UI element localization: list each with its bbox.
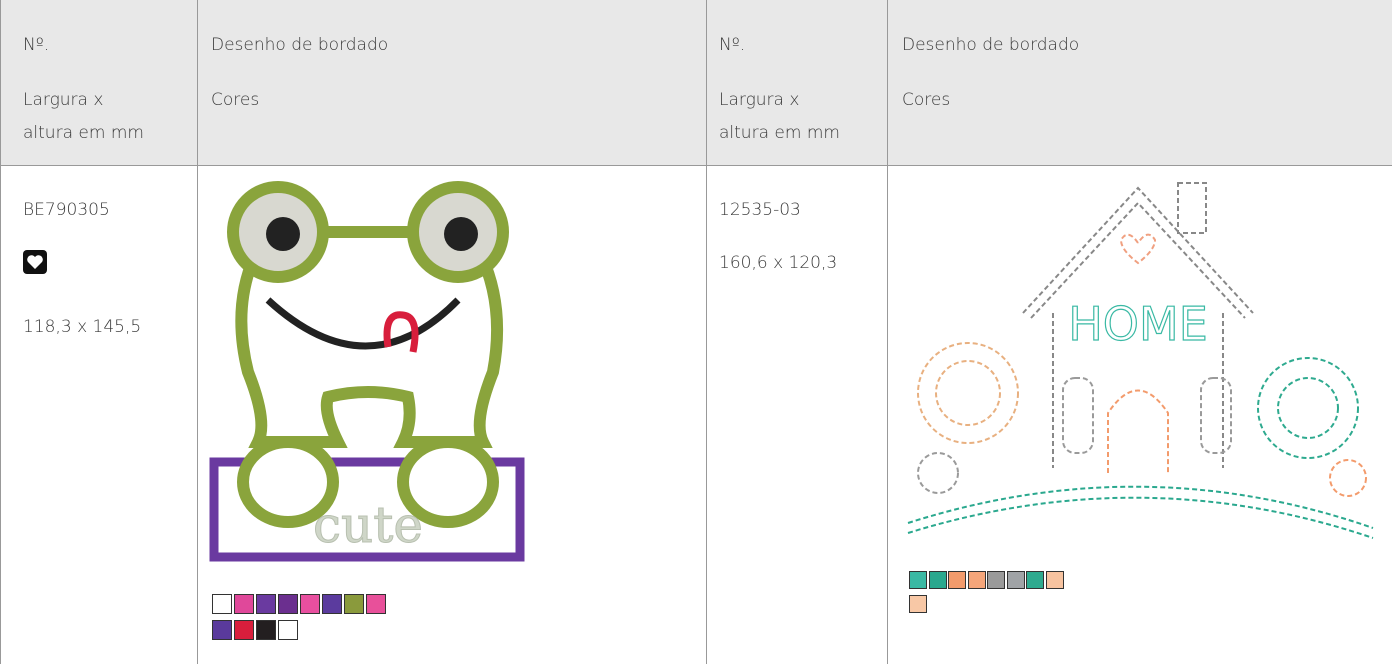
color-swatch: [234, 620, 254, 640]
color-swatch: [212, 594, 232, 614]
color-swatch: [909, 571, 927, 589]
color-swatch: [366, 594, 386, 614]
color-swatch: [278, 620, 298, 640]
color-swatch: [256, 620, 276, 640]
heart-icon: [23, 250, 47, 274]
col-divider: [197, 0, 198, 664]
color-swatch: [948, 571, 966, 589]
header-text: altura em mm: [23, 123, 144, 143]
design-size: 160,6 x 120,3: [719, 253, 837, 273]
color-swatch: [344, 594, 364, 614]
header-text: Desenho de bordado: [902, 35, 1079, 55]
design-text: HOME: [1068, 297, 1208, 351]
row-divider: [0, 165, 1392, 166]
color-swatch: [300, 594, 320, 614]
house-design: HOME: [903, 178, 1387, 548]
color-swatch: [909, 595, 927, 613]
color-swatch: [322, 594, 342, 614]
color-swatch: [212, 620, 232, 640]
col-divider: [706, 0, 707, 664]
header-text: Cores: [902, 90, 950, 110]
header-text: Cores: [211, 90, 259, 110]
header-text: Nº.: [23, 35, 49, 55]
color-swatch: [256, 594, 276, 614]
color-swatch: [929, 571, 947, 589]
header-row: [0, 0, 1392, 165]
header-text: Largura x: [719, 90, 799, 110]
design-text: cute: [313, 496, 423, 554]
col-divider: [0, 0, 1, 664]
header-text: altura em mm: [719, 123, 840, 143]
color-swatch: [1026, 571, 1044, 589]
color-swatch: [1007, 571, 1025, 589]
header-text: Desenho de bordado: [211, 35, 388, 55]
header-text: Largura x: [23, 90, 103, 110]
header-text: Nº.: [719, 35, 745, 55]
design-size: 118,3 x 145,5: [23, 317, 141, 337]
color-swatch: [968, 571, 986, 589]
design-number: 12535-03: [719, 200, 801, 220]
color-swatch: [278, 594, 298, 614]
frog-design: cute: [208, 172, 528, 567]
color-swatch: [987, 571, 1005, 589]
design-number: BE790305: [23, 200, 110, 220]
color-swatch: [234, 594, 254, 614]
color-swatch: [1046, 571, 1064, 589]
col-divider: [887, 0, 888, 664]
